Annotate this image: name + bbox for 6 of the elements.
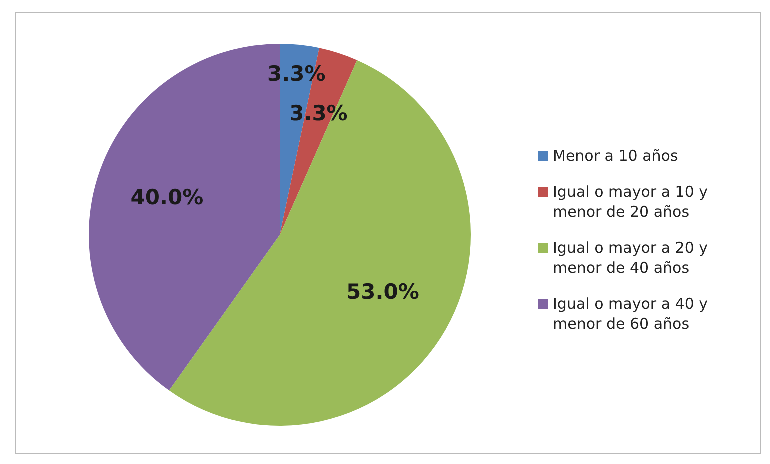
data-label: 53.0% — [346, 280, 420, 304]
legend-label: Igual o mayor a 10 y menor de 20 años — [553, 182, 710, 222]
data-label: 40.0% — [130, 185, 204, 210]
legend-label: Igual o mayor a 40 y menor de 60 años — [553, 294, 710, 334]
legend-label: Igual o mayor a 20 y menor de 40 años — [553, 238, 710, 278]
legend-label: Menor a 10 años — [553, 146, 678, 166]
